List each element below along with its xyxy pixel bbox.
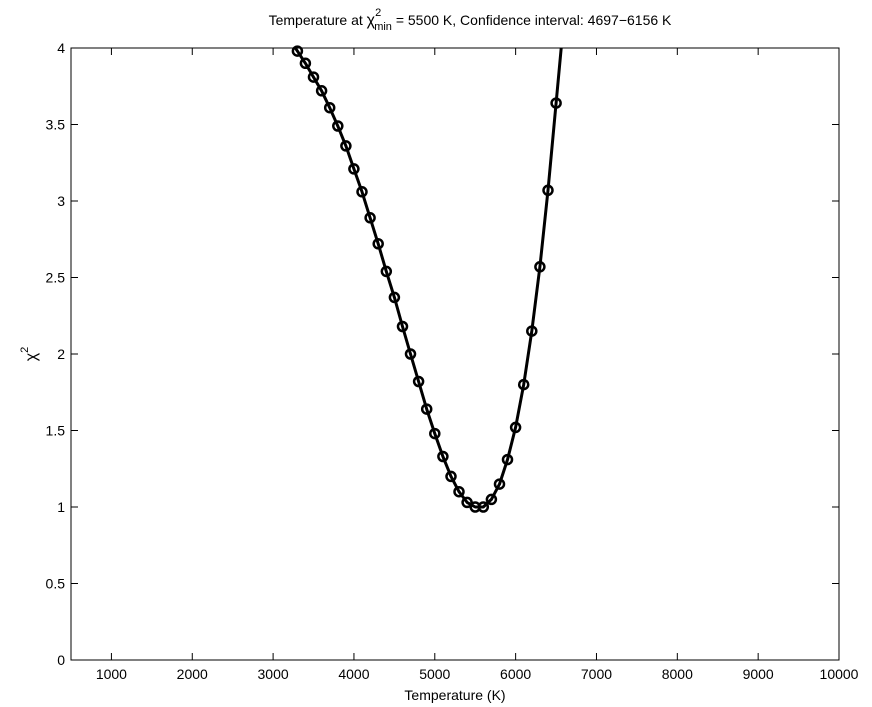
data-point bbox=[332, 120, 344, 132]
data-point bbox=[348, 163, 360, 175]
data-point bbox=[517, 378, 530, 391]
y-tick-label: 3.5 bbox=[46, 117, 66, 133]
x-axis-ticks: 1000 2000 3000 4000 5000 6000 7000 8000 9000 1000… bbox=[96, 48, 859, 682]
y-tick-label: 0 bbox=[57, 652, 65, 668]
data-point-markers bbox=[291, 45, 562, 513]
y-axis-ticks: 0 0.5 1 1.5 2 2.5 3 3.5 4 bbox=[46, 40, 839, 668]
x-tick-label: 2000 bbox=[177, 666, 208, 682]
y-tick-label: 3 bbox=[57, 193, 65, 209]
x-tick-label: 9000 bbox=[743, 666, 774, 682]
x-tick-label: 3000 bbox=[258, 666, 289, 682]
data-point bbox=[356, 186, 368, 198]
chart-title: Temperature at χ2 min = 5500 K, Confidenc… bbox=[269, 7, 672, 33]
data-point bbox=[534, 261, 546, 273]
chi-square-curve bbox=[293, 48, 563, 509]
data-point bbox=[526, 325, 538, 337]
y-tick-label: 0.5 bbox=[46, 576, 66, 592]
y-tick-label: 1.5 bbox=[46, 423, 66, 439]
x-tick-label: 8000 bbox=[662, 666, 693, 682]
chart-title-prefix: Temperature at bbox=[269, 12, 367, 28]
data-point bbox=[323, 101, 336, 114]
data-point bbox=[315, 85, 328, 97]
x-tick-label: 6000 bbox=[500, 666, 531, 682]
data-point bbox=[307, 71, 320, 83]
data-point bbox=[420, 403, 433, 415]
chart-title-symbol: χ bbox=[367, 12, 376, 29]
data-point bbox=[501, 453, 514, 466]
y-tick-label: 1 bbox=[57, 499, 65, 515]
data-point bbox=[509, 421, 522, 434]
data-point bbox=[380, 265, 393, 278]
data-point bbox=[453, 485, 465, 498]
data-point bbox=[291, 45, 304, 57]
data-point bbox=[340, 140, 352, 152]
data-point bbox=[542, 184, 554, 197]
data-point bbox=[396, 320, 409, 333]
chart-title-suffix: = 5500 K, Confidence interval: 4697−6156… bbox=[392, 12, 672, 28]
y-axis-label: χ2 bbox=[19, 347, 40, 362]
chart-title-subscript: min bbox=[374, 21, 392, 33]
x-axis-label: Temperature (K) bbox=[404, 687, 505, 703]
data-point bbox=[429, 427, 441, 440]
y-tick-label: 2 bbox=[57, 346, 65, 362]
x-tick-label: 10000 bbox=[820, 666, 859, 682]
data-point bbox=[364, 212, 376, 224]
y-tick-label: 4 bbox=[57, 40, 65, 56]
x-tick-label: 1000 bbox=[96, 666, 127, 682]
data-point bbox=[404, 348, 417, 360]
data-point bbox=[461, 496, 473, 509]
data-point bbox=[445, 470, 457, 483]
plot-area bbox=[70, 47, 840, 661]
x-tick-label: 5000 bbox=[419, 666, 450, 682]
x-tick-label: 4000 bbox=[338, 666, 369, 682]
chart-title-superscript: 2 bbox=[375, 7, 381, 19]
data-point bbox=[412, 375, 425, 388]
y-axis-label-symbol: χ bbox=[23, 352, 40, 361]
data-point bbox=[372, 238, 384, 250]
x-tick-label: 7000 bbox=[581, 666, 612, 682]
y-tick-label: 2.5 bbox=[46, 270, 66, 286]
data-point bbox=[299, 57, 312, 70]
data-point bbox=[493, 478, 506, 490]
data-point bbox=[485, 493, 498, 506]
data-point bbox=[388, 291, 401, 304]
y-axis-label-superscript: 2 bbox=[19, 347, 31, 353]
data-point bbox=[550, 97, 562, 109]
data-point bbox=[477, 501, 490, 513]
data-point bbox=[437, 450, 449, 463]
